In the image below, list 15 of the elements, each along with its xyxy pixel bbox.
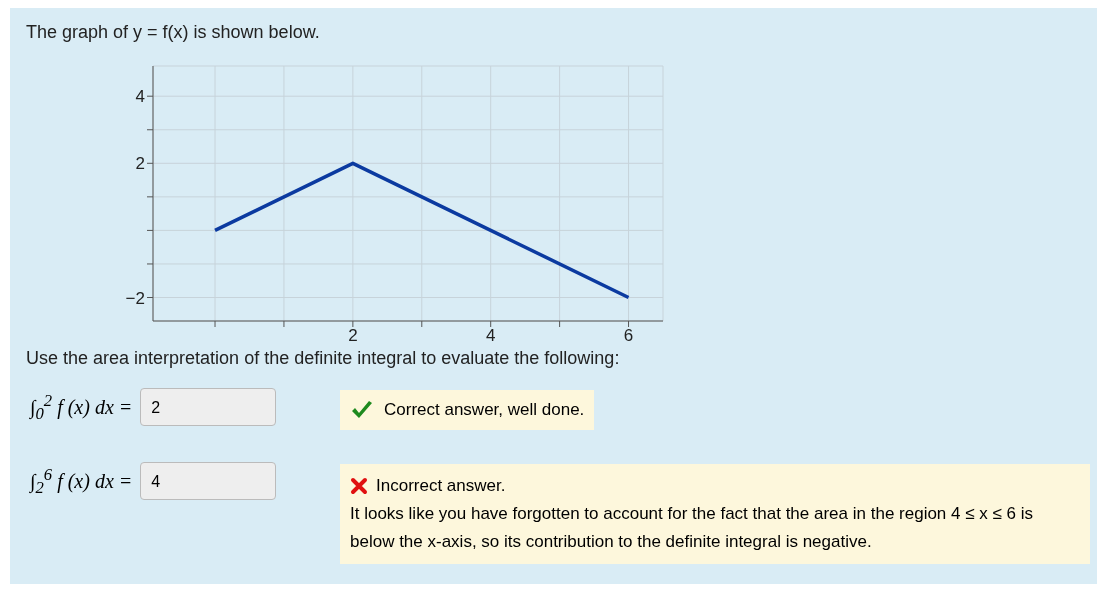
text: ∫$_{2}$$^{6}$ f (x) dx = — [30, 464, 133, 498]
y-tick-label: 4 — [135, 87, 145, 107]
text: ∫$_{0}$$^{2}$ f (x) dx = — [30, 390, 133, 424]
text: Incorrect answer. — [376, 475, 506, 497]
text: Correct answer, well done. — [384, 400, 585, 420]
text: It looks like you have forgotten to account for the fact that the area in the region 4 ≤ x ≤ 6 is below the x-axis, so its contribution to the definite integral is negative. — [350, 504, 1033, 551]
text: 4 — [151, 473, 161, 490]
y-tick-label: 2 — [135, 154, 145, 174]
text: Use the area interpretation of the definite integral to evaluate the following: — [26, 348, 620, 368]
x-tick-label: 6 — [623, 326, 634, 346]
text: 2 — [151, 399, 161, 416]
x-tick-label: 2 — [348, 326, 358, 346]
y-tick-label: −2 — [125, 288, 145, 308]
x-tick-label: 4 — [485, 326, 496, 346]
chart-title: The graph of y = f(x) is shown below. — [26, 22, 320, 42]
